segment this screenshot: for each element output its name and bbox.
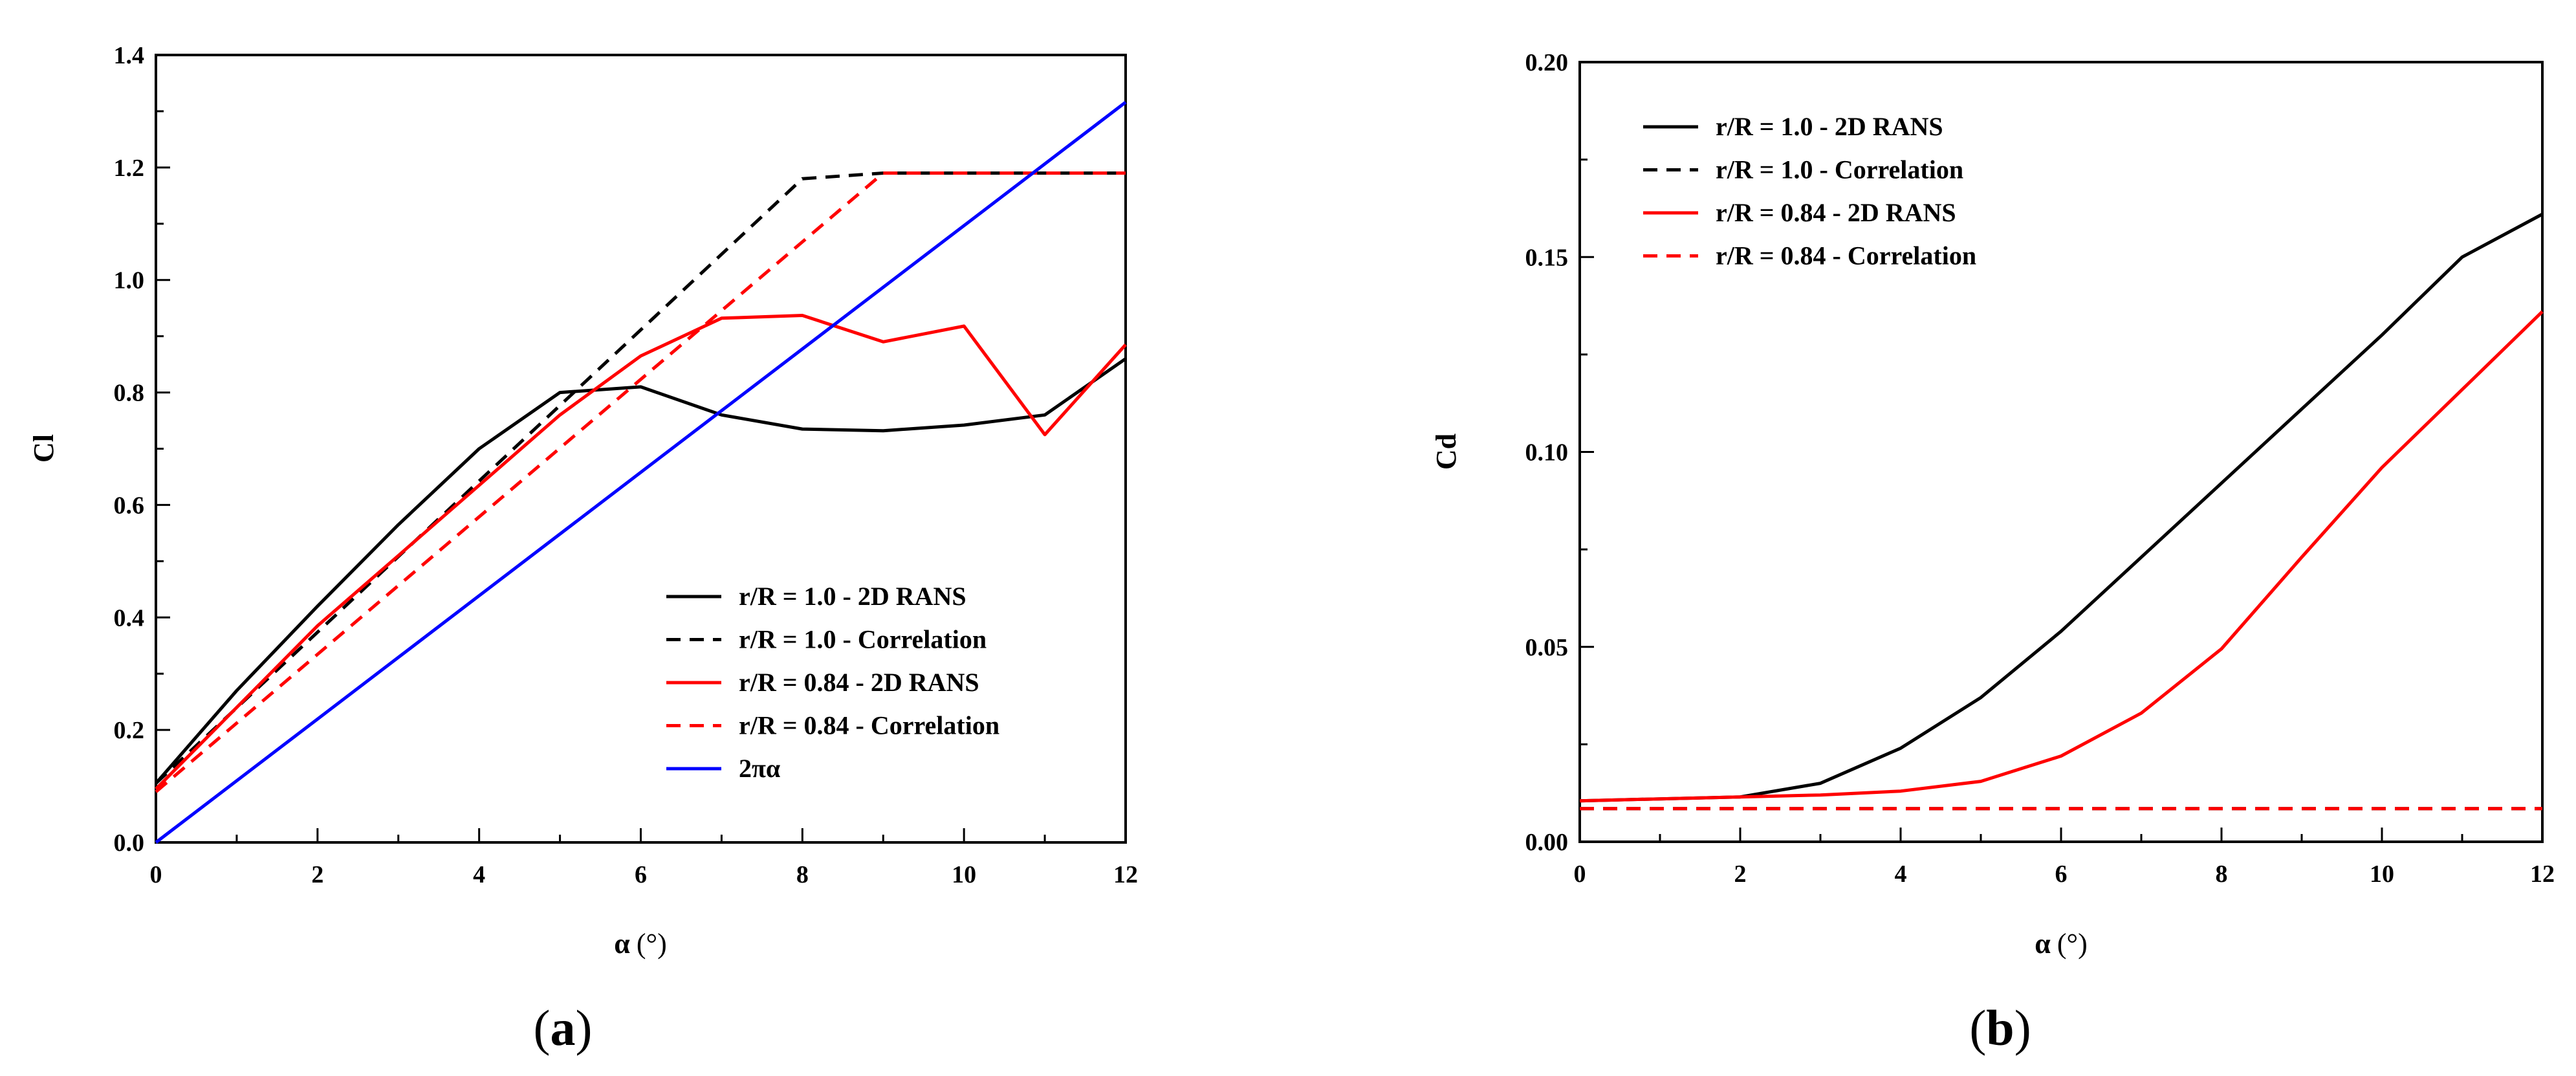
y-tick-label-b: 0.10 [1525, 439, 1569, 467]
legend-item-a-2: r/R = 1.0 - Correlation [666, 625, 987, 654]
y-tick-label-a: 1.2 [114, 155, 145, 182]
x-tick-label-b: 8 [2216, 861, 2228, 888]
x-tick-label-b: 6 [2055, 861, 2068, 888]
y-axis-title-a: Cl [28, 434, 60, 463]
y-tick-label-a: 0.2 [114, 717, 145, 744]
y-tick-label-a: 1.0 [114, 267, 145, 294]
x-axis-title-a: α (°) [614, 928, 666, 960]
x-tick-label-b: 2 [1734, 861, 1747, 888]
x-axis-unit-b: (°) [2057, 928, 2088, 960]
legend-label-a-3: r/R = 0.84 - 2D RANS [739, 668, 979, 697]
x-tick-label-a: 6 [635, 861, 647, 888]
panel-caption-a-letter: a [551, 1000, 576, 1056]
y-tick-label-b: 0.20 [1525, 49, 1569, 76]
series-line-a-1 [155, 357, 1127, 785]
panel-caption-a-close: ) [576, 1000, 593, 1056]
x-tick-label-a: 8 [796, 861, 809, 888]
y-tick-label-a: 0.6 [114, 492, 145, 519]
series-line-a-5 [155, 101, 1127, 844]
x-axis-symbol-b: α [2035, 928, 2051, 960]
x-axis-unit-a: (°) [637, 928, 667, 960]
legend-label-b-4: r/R = 0.84 - Correlation [1716, 241, 1976, 270]
y-tick-label-b: 0.05 [1525, 634, 1569, 661]
y-tick-label-b: 0.00 [1525, 829, 1569, 856]
series-layer-a [155, 101, 1127, 844]
series-line-a-2 [155, 171, 1126, 785]
x-tick-label-a: 12 [1113, 861, 1138, 888]
ticks-a: 0 2 4 6 8 10 12 0.0 0.2 0.4 0.6 0.8 1.0 1.2 1.4 [114, 42, 1139, 888]
series-layer-b [1579, 212, 2544, 811]
x-tick-label-b: 4 [1895, 861, 1907, 888]
panel-caption-a: (a) [534, 1000, 593, 1056]
legend-item-b-4: r/R = 0.84 - Correlation [1643, 241, 1976, 270]
legend-item-b-3: r/R = 0.84 - 2D RANS [1643, 198, 1956, 227]
y-axis-title-b: Cd [1430, 434, 1462, 470]
panel-caption-b-letter: b [1986, 1000, 2014, 1056]
legend-label-a-4: r/R = 0.84 - Correlation [739, 711, 999, 740]
chart-panel-b: 0 2 4 6 8 10 12 0.00 0.05 0.10 0.15 0.20 r/R = 1.0 … [1430, 49, 2555, 1056]
legend-label-b-1: r/R = 1.0 - 2D RANS [1716, 112, 1943, 141]
x-tick-label-b: 10 [2370, 861, 2394, 888]
ticks-b: 0 2 4 6 8 10 12 0.00 0.05 0.10 0.15 0.20 [1525, 49, 2555, 888]
panel-caption-b-open: ( [1969, 1000, 1986, 1056]
legend-a: r/R = 1.0 - 2D RANS r/R = 1.0 - Correlati… [666, 582, 999, 783]
y-tick-label-a: 0.0 [114, 829, 145, 857]
x-tick-label-b: 12 [2530, 861, 2555, 888]
y-tick-label-a: 0.4 [114, 604, 145, 631]
x-axis-title-b: α (°) [2035, 928, 2087, 960]
y-tick-label-a: 0.8 [114, 380, 145, 407]
legend-label-a-5: 2πα [739, 754, 780, 783]
series-line-a-3 [155, 314, 1127, 791]
y-tick-label-b: 0.15 [1525, 244, 1569, 271]
legend-item-a-3: r/R = 0.84 - 2D RANS [666, 668, 979, 697]
x-tick-label-a: 10 [952, 861, 976, 888]
legend-item-a-1: r/R = 1.0 - 2D RANS [666, 582, 966, 611]
y-tick-label-a: 1.4 [114, 42, 145, 69]
panel-caption-a-open: ( [534, 1000, 551, 1056]
x-tick-label-a: 0 [150, 861, 162, 888]
panel-caption-b: (b) [1969, 1000, 2031, 1056]
chart-panel-a: 0 2 4 6 8 10 12 0.0 0.2 0.4 0.6 0.8 1.0 1.2 1.4 r/R = … [28, 42, 1138, 1056]
x-tick-label-b: 0 [1574, 861, 1586, 888]
legend-item-b-1: r/R = 1.0 - 2D RANS [1643, 112, 1943, 141]
legend-label-a-2: r/R = 1.0 - Correlation [739, 625, 987, 654]
legend-label-a-1: r/R = 1.0 - 2D RANS [739, 582, 966, 611]
legend-item-a-4: r/R = 0.84 - Correlation [666, 711, 999, 740]
legend-label-b-3: r/R = 0.84 - 2D RANS [1716, 198, 1956, 227]
legend-item-b-2: r/R = 1.0 - Correlation [1643, 155, 1963, 184]
panel-caption-b-close: ) [2014, 1000, 2031, 1056]
legend-item-a-5: 2πα [666, 754, 780, 783]
legend-label-b-2: r/R = 1.0 - Correlation [1716, 155, 1963, 184]
x-tick-label-a: 2 [311, 861, 323, 888]
x-axis-symbol-a: α [614, 928, 630, 960]
x-tick-label-a: 4 [473, 861, 485, 888]
legend-b: r/R = 1.0 - 2D RANS r/R = 1.0 - Correlati… [1643, 112, 1976, 270]
series-line-b-3 [1579, 310, 2544, 803]
